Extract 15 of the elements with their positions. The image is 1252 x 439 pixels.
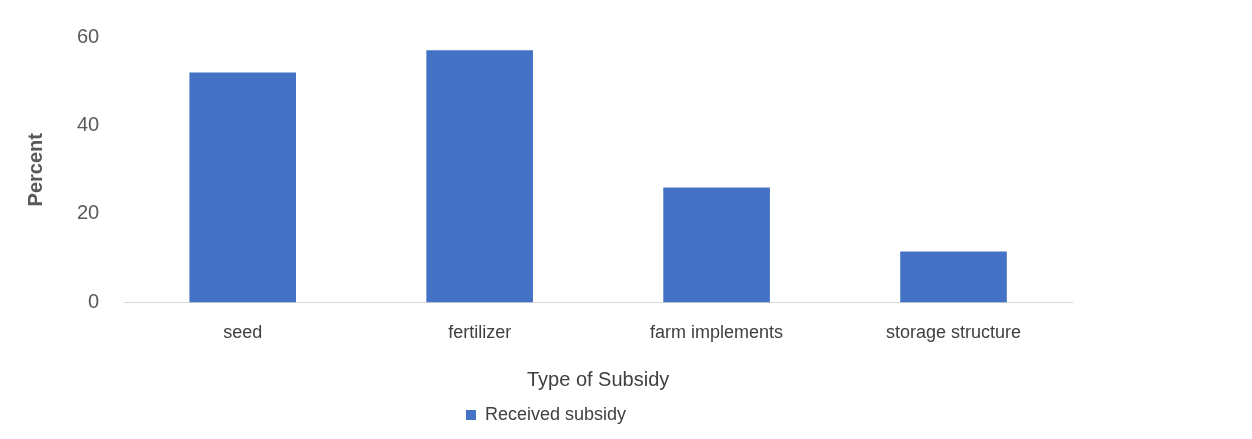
x-tick-label: farm implements: [650, 322, 784, 343]
y-axis-title: Percent: [23, 132, 46, 207]
y-tick-label: 60: [77, 24, 100, 47]
legend-label: Received subsidy: [484, 403, 627, 424]
bar: [663, 187, 770, 303]
bar: [900, 251, 1007, 303]
bar: [189, 72, 297, 303]
y-tick-label: 0: [88, 289, 100, 312]
x-axis-title: Type of Subsidy: [526, 367, 670, 390]
y-tick-label: 20: [77, 201, 100, 224]
x-tick-label: seed: [223, 322, 263, 343]
bar: [426, 50, 533, 303]
x-tick-label: fertilizer: [448, 322, 512, 343]
x-tick-label: storage structure: [886, 322, 1022, 343]
y-tick-label: 40: [77, 112, 100, 135]
